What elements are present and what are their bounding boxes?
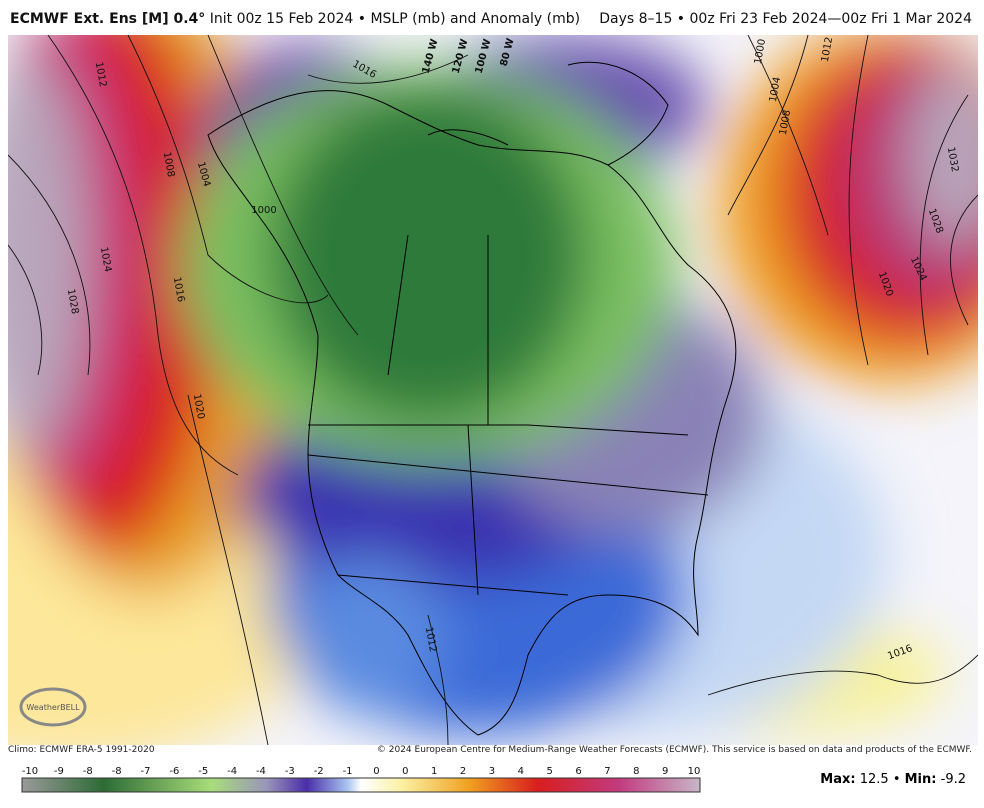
colorbar-label: 7 xyxy=(604,766,610,777)
climo-note: Climo: ECMWF ERA-5 1991-2020 xyxy=(8,745,155,755)
colorbar-label: 0 xyxy=(402,766,408,777)
colorbar-label: -5 xyxy=(198,766,208,777)
isobars xyxy=(8,35,978,745)
colorbar-label: 0 xyxy=(373,766,379,777)
contour-label: 1028 xyxy=(65,288,80,315)
anomaly-field: WeatherBELL xyxy=(8,35,978,745)
contour-label: 1012 xyxy=(423,626,438,653)
max-label: Max: xyxy=(820,772,856,787)
colorbar-label: 3 xyxy=(489,766,495,777)
colorbar-label: 1 xyxy=(431,766,437,777)
separator: • xyxy=(892,772,901,787)
colorbar-label: -10 xyxy=(22,766,38,777)
colorbar-label: 6 xyxy=(575,766,581,777)
colorbar: -10 -9 -8 -8 -7 -6 -5 -4 -4 -3 -2 -1 0 0 1 2 3 4 5 6 7 8 9 10 xyxy=(21,766,701,793)
valid-time: Days 8–15 • 00z Fri 23 Feb 2024—00z Fri … xyxy=(599,11,972,27)
colorbar-label: -9 xyxy=(54,766,64,777)
colorbar-label: -8 xyxy=(83,766,93,777)
contour-label: 1000 xyxy=(753,38,768,65)
contour-label: 1032 xyxy=(945,146,960,173)
contour-label: 1008 xyxy=(161,151,176,178)
logo: WeatherBELL xyxy=(19,687,87,727)
min-value: -9.2 xyxy=(940,772,966,787)
colorbar-label: 5 xyxy=(546,766,552,777)
contour-label: 1020 xyxy=(191,393,206,420)
colorbar-label: 9 xyxy=(662,766,668,777)
title: ECMWF Ext. Ens [M] 0.4° Init 00z 15 Feb … xyxy=(10,11,580,27)
colorbar-label: 4 xyxy=(518,766,524,777)
contour-label: 1016 xyxy=(171,276,186,303)
contour-label: 1000 xyxy=(251,205,276,216)
colorbar-label: 10 xyxy=(688,766,701,777)
colorbar-label: -7 xyxy=(140,766,150,777)
min-label: Min: xyxy=(904,772,937,787)
logo-text: WeatherBELL xyxy=(26,703,80,712)
colorbar-label: 2 xyxy=(460,766,466,777)
colorbar-scale xyxy=(21,777,701,793)
colorbar-label: -2 xyxy=(314,766,324,777)
contour-label: 1012 xyxy=(820,36,835,63)
colorbar-label: -8 xyxy=(112,766,122,777)
title-bold: ECMWF Ext. Ens [M] 0.4° xyxy=(10,11,206,27)
copyright: © 2024 European Centre for Medium-Range … xyxy=(376,745,972,755)
land-outline xyxy=(207,61,737,736)
colorbar-label: 8 xyxy=(633,766,639,777)
colorbar-label: -4 xyxy=(256,766,266,777)
contour-label: 1004 xyxy=(768,76,783,103)
contour-label: 1008 xyxy=(778,109,793,136)
colorbar-label: -6 xyxy=(169,766,179,777)
contour-label: 1024 xyxy=(98,246,113,273)
contour-label: 1012 xyxy=(93,61,108,88)
title-rest: Init 00z 15 Feb 2024 • MSLP (mb) and Ano… xyxy=(209,11,581,27)
stats: Max: 12.5 • Min: -9.2 xyxy=(820,772,966,787)
colorbar-label: -4 xyxy=(227,766,237,777)
colorbar-label: -1 xyxy=(343,766,353,777)
colorbar-label: -3 xyxy=(285,766,295,777)
max-value: 12.5 xyxy=(859,772,889,787)
